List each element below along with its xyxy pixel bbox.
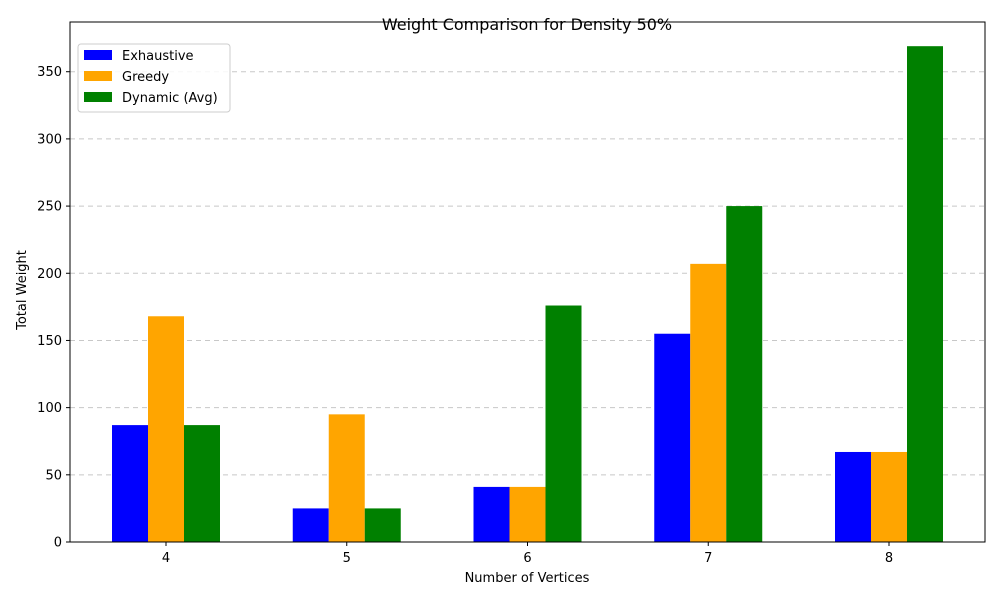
bar-greedy-4 bbox=[148, 316, 184, 542]
x-tick-label: 7 bbox=[704, 551, 712, 566]
y-tick-label: 350 bbox=[37, 65, 62, 80]
y-tick-label: 250 bbox=[37, 200, 62, 215]
y-tick-label: 200 bbox=[37, 267, 62, 282]
x-axis: 4 5 6 7 8 bbox=[162, 542, 893, 566]
bar-exhaustive-7 bbox=[654, 333, 691, 542]
y-tick-label: 50 bbox=[45, 468, 62, 483]
x-tick-label: 8 bbox=[885, 551, 893, 566]
bars bbox=[112, 46, 943, 543]
bar-dynamic-avg-8 bbox=[907, 46, 943, 543]
bar-greedy-5 bbox=[328, 414, 365, 542]
legend: Exhaustive Greedy Dynamic (Avg) bbox=[77, 43, 231, 113]
y-tick-label: 150 bbox=[37, 334, 62, 349]
chart-title: Weight Comparison for Density 50% bbox=[382, 15, 672, 34]
bar-exhaustive-6 bbox=[473, 486, 510, 542]
bar-dynamic-avg-4 bbox=[184, 425, 220, 542]
bar-greedy-6 bbox=[509, 486, 546, 542]
legend-frame bbox=[77, 43, 231, 113]
x-tick-label: 4 bbox=[162, 551, 170, 566]
y-tick-label: 300 bbox=[37, 132, 62, 147]
y-tick-label: 0 bbox=[54, 536, 62, 551]
bar-greedy-7 bbox=[690, 263, 727, 542]
y-axis-label: Total Weight bbox=[15, 250, 30, 331]
bar-exhaustive-4 bbox=[112, 425, 148, 542]
bar-dynamic-avg-5 bbox=[364, 508, 401, 542]
x-tick-label: 6 bbox=[523, 551, 531, 566]
x-tick-label: 5 bbox=[343, 551, 351, 566]
y-axis: 0 50 100 150 200 250 300 350 bbox=[37, 65, 70, 551]
legend-label-exhaustive: Exhaustive bbox=[122, 49, 194, 64]
legend-label-greedy: Greedy bbox=[122, 70, 169, 85]
grid-lines bbox=[70, 71, 985, 476]
legend-swatch-dynamic-avg bbox=[84, 92, 112, 102]
bar-exhaustive-5 bbox=[292, 508, 329, 542]
legend-swatch-greedy bbox=[84, 71, 112, 81]
legend-swatch-exhaustive bbox=[84, 50, 112, 60]
bar-greedy-8 bbox=[871, 451, 907, 542]
x-axis-label: Number of Vertices bbox=[465, 571, 590, 586]
y-tick-label: 100 bbox=[37, 401, 62, 416]
bar-exhaustive-8 bbox=[835, 451, 871, 542]
legend-label-dynamic-avg: Dynamic (Avg) bbox=[122, 91, 218, 106]
bar-dynamic-avg-7 bbox=[726, 206, 763, 542]
bar-dynamic-avg-6 bbox=[545, 305, 582, 542]
